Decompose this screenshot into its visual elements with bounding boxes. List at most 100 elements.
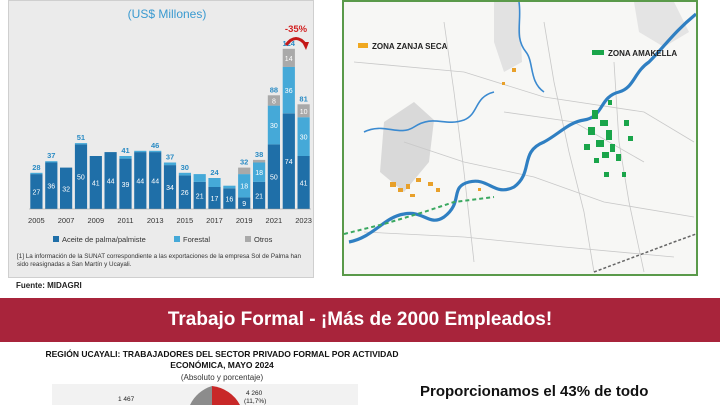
- bar-2009-aceite-de-palma-palmiste: [89, 156, 102, 209]
- bar-2019-aceite-de-palma-palmiste: [238, 197, 251, 209]
- bar-label-2011-0: 39: [122, 182, 130, 189]
- bar-2005-aceite-de-palma-palmiste: [30, 174, 43, 209]
- pie-svg: 1 467 4 260 (11,7%): [52, 384, 358, 405]
- employment-chart-subtitle: (Absoluto y porcentaje): [180, 373, 264, 382]
- map-region-light: [380, 102, 434, 192]
- bar-2020-forestal: [253, 162, 266, 182]
- x-tick-2007: 2007: [58, 216, 75, 225]
- bar-2022-aceite-de-palma-palmiste: [282, 113, 295, 209]
- bar-2012-forestal: [134, 150, 147, 153]
- bar-label-2023-1: 30: [300, 135, 308, 142]
- x-tick-2005: 2005: [28, 216, 45, 225]
- legend-label-amakella: ZONA AMAKELLA: [608, 49, 677, 58]
- bar-total-2019: 32: [240, 158, 248, 167]
- chart-footnote: [1] La información de la SUNAT correspon…: [17, 253, 301, 268]
- bar-2023-otros: [297, 104, 310, 118]
- river: [348, 12, 696, 244]
- bar-2019-otros: [238, 167, 251, 175]
- bar-label-2010-0: 44: [107, 179, 115, 186]
- employment-pie-area: 1 467 4 260 (11,7%): [0, 380, 420, 405]
- x-tick-2009: 2009: [87, 216, 104, 225]
- bar-label-2020-1: 18: [255, 170, 263, 177]
- bar-2018-aceite-de-palma-palmiste: [223, 188, 236, 209]
- bar-2007-aceite-de-palma-palmiste: [60, 167, 73, 209]
- highway: [344, 196, 495, 235]
- x-tick-2011: 2011: [117, 216, 133, 225]
- bar-total-2014: 37: [166, 153, 174, 162]
- bar-2014-forestal: [163, 162, 177, 166]
- bar-total-2021: 88: [270, 85, 278, 94]
- bar-label-2012-0: 44: [136, 179, 144, 186]
- x-tick-2023: 2023: [295, 216, 312, 225]
- bar-label-2005-0: 27: [33, 190, 41, 197]
- bar-total-2008: 51: [77, 133, 85, 142]
- pie-slice-red: [212, 386, 240, 405]
- bar-total-2011: 41: [121, 146, 129, 155]
- bar-2020-otros: [253, 159, 266, 163]
- employment-tagline: Proporcionamos el 43% de todo: [420, 383, 649, 400]
- bar-2014-aceite-de-palma-palmiste: [163, 165, 177, 209]
- bar-label-2019-0: 9: [242, 201, 246, 208]
- bar-label-2020-0: 21: [255, 193, 263, 200]
- bar-label-2023-0: 41: [300, 181, 308, 188]
- bar-2008-aceite-de-palma-palmiste: [74, 144, 88, 209]
- legend-label-zanja: ZONA ZANJA SECA: [372, 42, 448, 51]
- annotation-group: -35%: [284, 24, 309, 50]
- bar-label-2022-1: 36: [285, 88, 293, 95]
- bar-2021-otros: [267, 95, 280, 106]
- x-tick-2017: 2017: [206, 216, 223, 225]
- railway: [593, 233, 696, 273]
- bar-label-2018-0: 16: [226, 197, 234, 204]
- bar-2016-forestal: [193, 174, 206, 182]
- x-tick-2019: 2019: [236, 216, 253, 225]
- region-map: ZONA ZANJA SECA ZONA AMAKELLA: [342, 0, 698, 276]
- bar-total-2015: 30: [181, 163, 189, 172]
- bar-2023-aceite-de-palma-palmiste: [297, 156, 310, 209]
- bar-2012-aceite-de-palma-palmiste: [134, 152, 147, 209]
- bar-label-2019-1: 18: [240, 184, 248, 191]
- map-svg: ZONA ZANJA SECA ZONA AMAKELLA: [344, 2, 696, 274]
- bar-2011-forestal: [119, 156, 132, 159]
- map-region-light: [494, 2, 522, 72]
- legend-label-0: Aceite de palma/palmiste: [62, 235, 146, 244]
- arrow-head-icon: [302, 42, 309, 50]
- bar-label-2006-0: 36: [47, 184, 55, 191]
- bar-total-2013: 46: [151, 141, 159, 150]
- bar-label-2008-0: 50: [77, 175, 85, 182]
- bar-2013-forestal: [149, 150, 162, 153]
- bar-2017-forestal: [208, 178, 221, 187]
- bar-2015-aceite-de-palma-palmiste: [178, 175, 191, 209]
- legend-swatch-0: [53, 236, 59, 242]
- bar-2022-forestal: [282, 66, 295, 114]
- bar-label-2009-0: 41: [92, 181, 100, 188]
- pie-slice-grey: [190, 386, 212, 405]
- bar-label-2022-0: 74: [285, 159, 293, 166]
- x-axis: 2005 2007 2009 2011 2013 2015 2017 2019 2021 2023: [28, 208, 312, 225]
- export-chart-panel: (US$ Millones) 27 28 36 37 32 50 51 41 44 39 41 44 4…: [8, 0, 314, 278]
- bar-2013-aceite-de-palma-palmiste: [149, 152, 162, 209]
- x-tick-2013: 2013: [147, 216, 164, 225]
- river-tributary: [518, 2, 545, 93]
- bar-2006-forestal: [45, 161, 58, 163]
- bar-2005-forestal: [30, 172, 43, 175]
- change-annotation: -35%: [285, 24, 308, 35]
- x-tick-2021: 2021: [266, 216, 283, 225]
- bar-2023-forestal: [297, 117, 310, 156]
- chart-legend: Aceite de palma/palmiste Forestal Otros: [53, 235, 273, 244]
- bar-2011-aceite-de-palma-palmiste: [119, 158, 132, 209]
- bar-label-2023-2: 10: [300, 109, 308, 116]
- bar-total-2017: 24: [210, 168, 219, 177]
- zanja-seca-patches: [390, 68, 516, 197]
- amakella-patches: [584, 100, 633, 177]
- bar-2017-aceite-de-palma-palmiste: [208, 187, 221, 209]
- bar-total-2023: 81: [299, 94, 307, 103]
- bar-2020-aceite-de-palma-palmiste: [253, 181, 266, 209]
- bar-2022-otros: [282, 48, 295, 67]
- chart-source: Fuente: MIDAGRI: [16, 281, 82, 290]
- bar-2016-aceite-de-palma-palmiste: [193, 181, 206, 209]
- legend-swatch-1: [174, 236, 180, 242]
- bar-label-2014-0: 34: [166, 185, 174, 192]
- bar-2008-forestal: [74, 143, 88, 145]
- bar-total-2006: 37: [47, 151, 55, 160]
- bar-2006-aceite-de-palma-palmiste: [45, 162, 58, 209]
